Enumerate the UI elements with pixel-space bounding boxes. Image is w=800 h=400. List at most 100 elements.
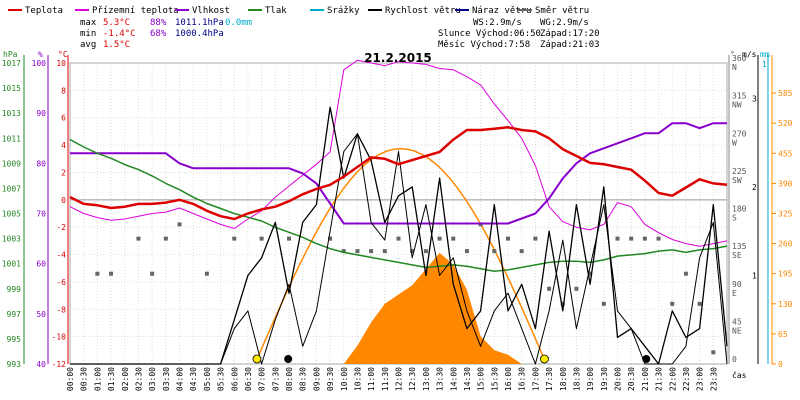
legend-entry: Náraz větru xyxy=(472,6,532,16)
wind-direction-point xyxy=(423,249,428,254)
tick-label-time: 08:00 xyxy=(285,367,294,391)
legend-entry: Tlak xyxy=(265,6,287,16)
wind-direction-point xyxy=(629,236,634,241)
wind-direction-point xyxy=(259,236,264,241)
tick-label-hpa: 1005 xyxy=(2,210,21,219)
wind-direction-point xyxy=(533,236,538,241)
stat-avg-temp: 1.5°C xyxy=(103,40,130,50)
tick-label-time: 15:00 xyxy=(477,367,486,391)
stat-min-pres: 1000.4hPa xyxy=(175,29,224,39)
tick-label-direction: SW xyxy=(732,176,742,185)
wind-direction-point xyxy=(683,271,688,276)
tick-label-ms: 2 xyxy=(752,183,757,192)
tick-label-deg: 0 xyxy=(732,355,737,364)
wind-direction-point xyxy=(670,301,675,306)
tick-label-time: 12:00 xyxy=(395,367,404,391)
wind-direction-point xyxy=(396,236,401,241)
legend-entry: Teplota xyxy=(25,6,63,16)
tick-label-time: 09:00 xyxy=(312,367,321,391)
series-layer xyxy=(69,59,728,365)
tick-label-pct: 50 xyxy=(36,310,46,319)
tick-label-time: 20:00 xyxy=(614,367,623,391)
axis-label-hpa: hPa xyxy=(3,50,18,59)
tick-label-deg: 135 xyxy=(732,242,747,251)
wind-direction-point xyxy=(163,236,168,241)
tick-label-wm2: 325 xyxy=(778,210,793,219)
tick-label-time: 23:00 xyxy=(696,367,705,391)
tick-label-time: 08:30 xyxy=(299,367,308,391)
tick-label-deg: 180 xyxy=(732,205,747,214)
wind-direction-point xyxy=(382,249,387,254)
tick-label-time: 13:00 xyxy=(422,367,431,391)
tick-label-hpa: 999 xyxy=(7,285,22,294)
tick-label-time: 19:30 xyxy=(600,367,609,391)
tick-label-time: 05:00 xyxy=(203,367,212,391)
wind-direction-point xyxy=(232,236,237,241)
tick-label-time: 18:30 xyxy=(572,367,581,391)
temperature-line xyxy=(69,126,728,221)
tick-label-pct: 80 xyxy=(36,159,46,168)
tick-label-time: 14:00 xyxy=(449,367,458,391)
wind-direction-point xyxy=(506,236,510,241)
stat-max-rain: 0.0mm xyxy=(225,18,252,28)
ground-temperature-line xyxy=(69,59,728,247)
axis-label-pct: % xyxy=(38,50,43,59)
axis-label-mm: mm xyxy=(760,50,770,59)
wind-direction-point xyxy=(560,301,565,306)
tick-label-time: 05:30 xyxy=(217,367,226,391)
axis-label-temp: °C xyxy=(58,50,68,59)
tick-label-time: 11:30 xyxy=(381,367,390,391)
wind-direction-point xyxy=(355,249,360,254)
wind-direction-point xyxy=(204,271,209,276)
tick-label-direction: N xyxy=(732,63,737,72)
stat-min-temp: -1.4°C xyxy=(103,29,136,39)
tick-label-time: 21:30 xyxy=(655,367,664,391)
axis-label-deg: ° xyxy=(730,50,735,59)
tick-label-direction: NE xyxy=(732,326,742,335)
stat-min-label: min xyxy=(80,29,96,39)
solar-layer xyxy=(70,252,727,364)
wind-direction-point xyxy=(150,271,155,276)
tick-label-time: 03:00 xyxy=(148,367,157,391)
tick-label-temp: -6 xyxy=(56,278,66,287)
tick-label-wm2: 195 xyxy=(778,270,793,279)
tick-label-hpa: 1001 xyxy=(2,260,21,269)
tick-label-time: 14:30 xyxy=(463,367,472,391)
tick-label-time: 11:00 xyxy=(367,367,376,391)
wind-direction-point xyxy=(437,236,442,241)
chart-title: 21.2.2015 xyxy=(364,51,432,65)
tick-label-pct: 70 xyxy=(36,210,46,219)
tick-label-time: 00:30 xyxy=(80,367,89,391)
tick-label-hpa: 993 xyxy=(7,360,22,369)
tick-label-temp: 2 xyxy=(61,168,66,177)
tick-label-wm2: 455 xyxy=(778,149,793,158)
tick-label-time: 03:30 xyxy=(162,367,171,391)
sun-marker xyxy=(540,354,549,364)
tick-label-direction: SE xyxy=(732,251,742,260)
stat-moon-rise: Měsíc Východ:7:58 xyxy=(438,40,530,50)
tick-label-ms: 3 xyxy=(752,94,757,103)
stat-sun-set: Západ:17:20 xyxy=(540,29,600,39)
wind-direction-point xyxy=(711,350,716,355)
tick-label-wm2: 0 xyxy=(778,360,783,369)
tick-label-time: 16:30 xyxy=(518,367,527,391)
tick-label-temp: -8 xyxy=(56,305,66,314)
stat-max-pres: 1011.1hPa xyxy=(175,18,224,28)
wind-direction-point xyxy=(410,249,415,254)
tick-label-temp: 4 xyxy=(61,141,66,150)
wind-direction-point xyxy=(642,236,647,241)
tick-label-time: 09:30 xyxy=(326,367,335,391)
stat-moon-set: Západ:21:03 xyxy=(540,40,600,50)
wind-direction-point xyxy=(136,236,141,241)
moon-marker xyxy=(642,355,651,363)
wind-direction-point xyxy=(287,236,291,241)
wind-direction-point xyxy=(588,271,593,276)
tick-label-time: 06:00 xyxy=(230,367,239,391)
tick-label-temp: -2 xyxy=(56,223,66,232)
sun-arc xyxy=(256,147,546,360)
sun-arc-layer xyxy=(256,147,546,360)
stat-min-hum: 68% xyxy=(150,29,167,39)
tick-label-deg: 225 xyxy=(732,167,747,176)
solar-area xyxy=(70,252,727,364)
tick-label-time: 17:30 xyxy=(545,367,554,391)
